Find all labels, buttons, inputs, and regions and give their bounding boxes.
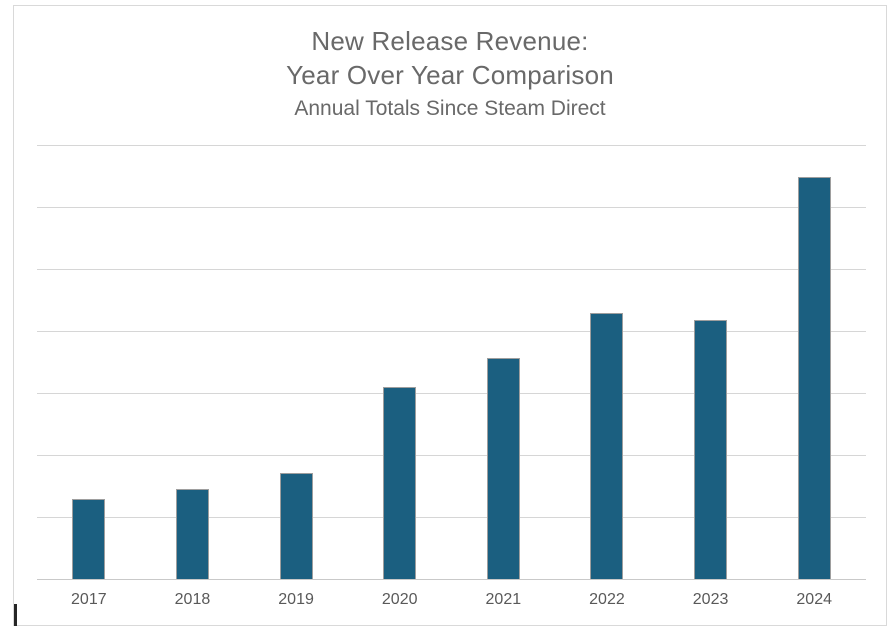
x-axis-label-2022: 2022	[589, 591, 625, 608]
gridline	[37, 393, 866, 394]
chart-subtitle: Annual Totals Since Steam Direct	[294, 97, 606, 120]
bar-2021	[486, 358, 520, 579]
bar-2018	[175, 489, 209, 579]
x-axis-label-2017: 2017	[71, 591, 107, 608]
x-axis-label-2018: 2018	[174, 591, 211, 608]
gridline	[37, 331, 866, 332]
x-axis-label-2024: 2024	[796, 591, 832, 608]
gridline	[37, 269, 866, 270]
gridline	[37, 145, 866, 146]
chart-title-line-2: Year Over Year Comparison	[286, 60, 614, 90]
chart-frame	[13, 5, 887, 626]
bar-2019	[279, 472, 313, 579]
x-axis-labels: 2017 2018 2019 2020 2021 2022 2023 2024	[37, 588, 866, 612]
text-cursor-artifact	[14, 604, 17, 626]
gridline	[37, 455, 866, 456]
plot-area	[37, 145, 866, 580]
x-axis-line	[37, 579, 866, 580]
bar-2023	[694, 319, 728, 579]
bar-2022	[590, 313, 624, 579]
bar-2017	[72, 499, 106, 579]
gridline	[37, 207, 866, 208]
bar-2020	[383, 386, 417, 579]
x-axis-label-2020: 2020	[381, 591, 418, 608]
chart-title-block: New Release Revenue: Year Over Year Comp…	[13, 24, 887, 122]
x-axis-label-2021: 2021	[485, 591, 522, 608]
gridline	[37, 517, 866, 518]
chart-title-line-1: New Release Revenue:	[311, 26, 589, 56]
bar-2024	[797, 177, 831, 579]
x-axis-label-2023: 2023	[692, 591, 729, 608]
x-axis-label-2019: 2019	[278, 591, 314, 608]
